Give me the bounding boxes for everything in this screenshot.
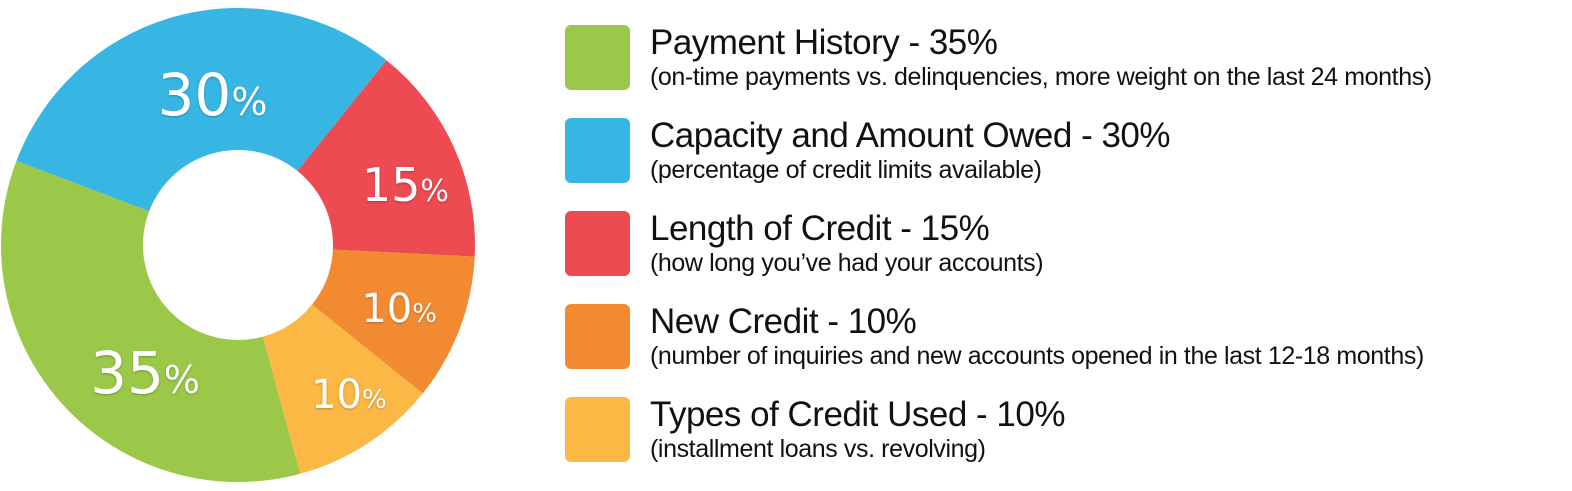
legend-swatch bbox=[565, 211, 630, 276]
legend-title: Capacity and Amount Owed - 30% bbox=[650, 116, 1171, 155]
legend-title: Length of Credit - 15% bbox=[650, 209, 990, 248]
legend-description: (number of inquiries and new accounts op… bbox=[650, 342, 1424, 370]
legend-swatch bbox=[565, 304, 630, 369]
legend-title: Payment History - 35% bbox=[650, 23, 998, 62]
donut-slice bbox=[0, 160, 301, 482]
donut-slice bbox=[297, 60, 475, 257]
donut-chart: 35% 30% 15% 10% 10% bbox=[0, 8, 475, 482]
legend-swatch bbox=[565, 118, 630, 183]
donut-slice bbox=[16, 8, 387, 212]
legend-swatch bbox=[565, 25, 630, 90]
slice-value-label: 10% bbox=[361, 286, 437, 332]
slice-value-label: 15% bbox=[362, 158, 449, 212]
legend-description: (percentage of credit limits available) bbox=[650, 156, 1042, 184]
legend-description: (how long you’ve had your accounts) bbox=[650, 249, 1044, 277]
legend-description: (on-time payments vs. delinquencies, mor… bbox=[650, 63, 1432, 91]
donut-slice bbox=[262, 304, 423, 474]
slice-value-label: 35% bbox=[90, 339, 200, 407]
donut-slice bbox=[312, 249, 475, 394]
slice-value-label: 30% bbox=[158, 61, 268, 129]
legend-title: Types of Credit Used - 10% bbox=[650, 395, 1065, 434]
slice-value-label: 10% bbox=[311, 372, 387, 418]
legend-swatch bbox=[565, 397, 630, 462]
legend-title: New Credit - 10% bbox=[650, 302, 917, 341]
legend-description: (installment loans vs. revolving) bbox=[650, 435, 986, 463]
